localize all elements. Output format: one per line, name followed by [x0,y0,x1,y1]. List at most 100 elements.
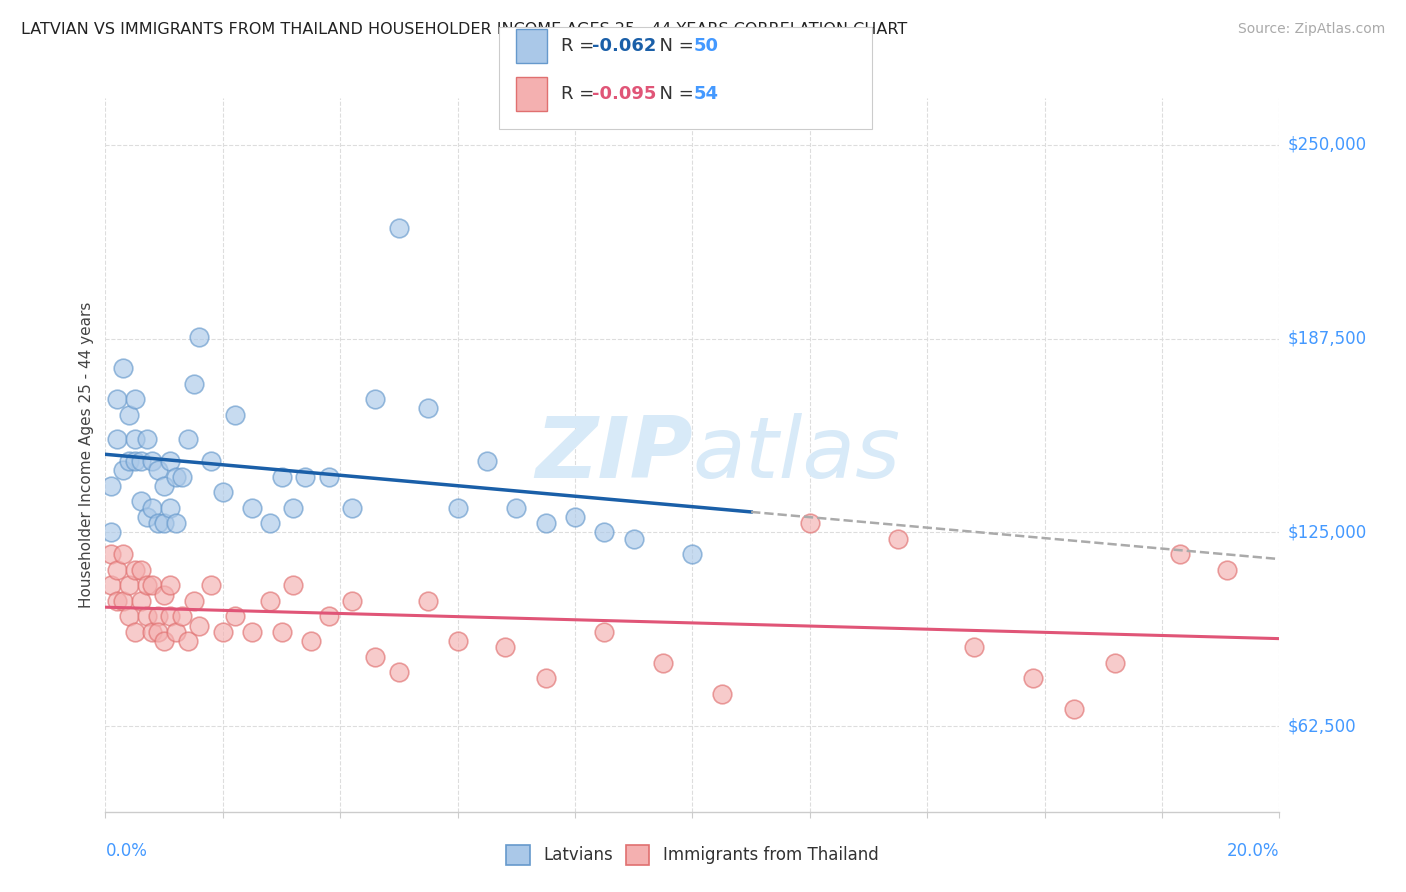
Point [141,500,163,515]
Point [165,469,187,483]
Point [340,593,363,607]
Point [148,624,170,639]
Point [188,618,211,632]
Point [148,609,170,624]
Point [153,634,176,648]
Point [148,463,170,477]
Point [148,516,170,531]
Point [299,634,322,648]
Point [159,500,181,515]
Point [564,510,586,524]
Point [118,408,141,422]
Text: 54: 54 [693,85,718,103]
Point [652,656,675,670]
Point [170,469,193,483]
Point [170,609,193,624]
Point [159,609,181,624]
Point [124,624,146,639]
Point [105,563,128,577]
Point [593,525,616,540]
Point [799,516,821,531]
Point [593,624,616,639]
Point [388,665,411,679]
Point [475,454,498,468]
Point [534,671,557,685]
Point [100,547,122,561]
Point [129,593,152,607]
Legend: Latvians, Immigrants from Thailand: Latvians, Immigrants from Thailand [499,838,886,871]
Point [224,408,246,422]
Point [176,433,198,447]
Text: ZIP: ZIP [534,413,692,497]
Point [135,609,157,624]
Point [259,516,281,531]
Point [1022,671,1045,685]
Point [129,454,152,468]
Point [100,578,122,592]
Point [388,221,411,235]
Point [124,392,146,406]
Point [887,532,910,546]
Point [710,687,733,701]
Point [270,624,292,639]
Point [1215,563,1237,577]
Text: LATVIAN VS IMMIGRANTS FROM THAILAND HOUSEHOLDER INCOME AGES 25 - 44 YEARS CORREL: LATVIAN VS IMMIGRANTS FROM THAILAND HOUS… [21,22,907,37]
Point [318,469,340,483]
Point [135,510,157,524]
Point [188,330,211,344]
Point [623,532,645,546]
Text: N =: N = [648,85,700,103]
Point [176,634,198,648]
Point [224,609,246,624]
Point [141,624,163,639]
Point [283,500,305,515]
Point [963,640,986,655]
Point [1168,547,1191,561]
Text: $125,000: $125,000 [1288,524,1367,541]
Point [183,376,205,391]
Point [112,593,135,607]
Text: R =: R = [561,85,600,103]
Point [505,500,527,515]
Text: $250,000: $250,000 [1288,136,1367,153]
Point [153,588,176,602]
Point [100,525,122,540]
Point [211,624,233,639]
Point [112,463,135,477]
Text: -0.062: -0.062 [592,37,657,54]
Point [112,361,135,376]
Point [105,433,128,447]
Point [259,593,281,607]
Text: 0.0%: 0.0% [105,842,148,860]
Point [418,593,440,607]
Point [118,454,141,468]
Point [153,479,176,493]
Point [124,433,146,447]
Point [682,547,704,561]
Point [318,609,340,624]
Point [240,500,263,515]
Point [105,593,128,607]
Point [240,624,263,639]
Point [1063,702,1085,716]
Text: Source: ZipAtlas.com: Source: ZipAtlas.com [1237,22,1385,37]
Point [446,500,468,515]
Point [283,578,305,592]
Point [124,454,146,468]
Text: 50: 50 [693,37,718,54]
Point [124,563,146,577]
Y-axis label: Householder Income Ages 25 - 44 years: Householder Income Ages 25 - 44 years [79,301,94,608]
Point [112,547,135,561]
Point [165,516,187,531]
Point [446,634,468,648]
Point [141,454,163,468]
Text: N =: N = [648,37,700,54]
Point [270,469,292,483]
Point [100,479,122,493]
Text: $187,500: $187,500 [1288,329,1367,348]
Text: 20.0%: 20.0% [1227,842,1279,860]
Point [418,401,440,416]
Point [135,578,157,592]
Text: R =: R = [561,37,600,54]
Point [294,469,316,483]
